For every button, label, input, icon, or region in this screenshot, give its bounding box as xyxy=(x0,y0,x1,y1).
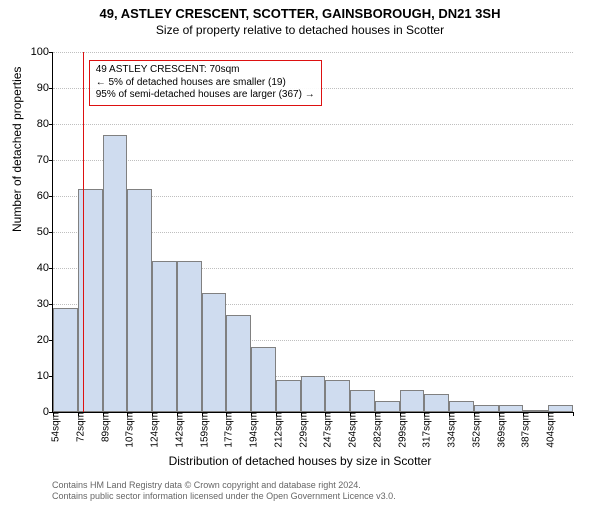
annotation-line2: ← 5% of detached houses are smaller (19) xyxy=(96,77,315,90)
xtick-label: 54sqm xyxy=(45,412,62,442)
ytick-label: 50 xyxy=(37,226,53,238)
plot-region: 010203040506070809010054sqm72sqm89sqm107… xyxy=(52,52,573,413)
histogram-bar xyxy=(424,394,449,412)
annotation-line1: 49 ASTLEY CRESCENT: 70sqm xyxy=(96,64,315,77)
xtick-label: 334sqm xyxy=(441,412,458,448)
ytick-label: 70 xyxy=(37,154,53,166)
ytick-label: 80 xyxy=(37,118,53,130)
ytick-label: 60 xyxy=(37,190,53,202)
chart-plot-area: 010203040506070809010054sqm72sqm89sqm107… xyxy=(52,52,572,412)
xtick-label: 369sqm xyxy=(490,412,507,448)
xtick-label: 124sqm xyxy=(144,412,161,448)
annotation-line3: 95% of semi-detached houses are larger (… xyxy=(96,89,315,102)
footer-line2: Contains public sector information licen… xyxy=(52,491,396,502)
histogram-bar xyxy=(127,189,152,412)
reference-line xyxy=(83,52,84,412)
gridline xyxy=(53,52,573,53)
xtick-label: 89sqm xyxy=(94,412,111,442)
xtick-label: 282sqm xyxy=(366,412,383,448)
histogram-bar xyxy=(53,308,78,412)
xtick-mark xyxy=(573,412,574,416)
xtick-label: 264sqm xyxy=(342,412,359,448)
histogram-bar xyxy=(276,380,301,412)
xtick-label: 229sqm xyxy=(292,412,309,448)
xtick-label: 404sqm xyxy=(540,412,557,448)
title-sub: Size of property relative to detached ho… xyxy=(0,23,600,37)
histogram-bar xyxy=(152,261,177,412)
footer-line1: Contains HM Land Registry data © Crown c… xyxy=(52,480,396,491)
ytick-label: 40 xyxy=(37,262,53,274)
histogram-bar xyxy=(400,390,425,412)
xtick-label: 72sqm xyxy=(69,412,86,442)
histogram-bar xyxy=(499,405,524,412)
xtick-label: 352sqm xyxy=(465,412,482,448)
histogram-bar xyxy=(449,401,474,412)
histogram-bar xyxy=(350,390,375,412)
xtick-label: 177sqm xyxy=(218,412,235,448)
xtick-label: 299sqm xyxy=(391,412,408,448)
gridline xyxy=(53,124,573,125)
ytick-label: 90 xyxy=(37,82,53,94)
xtick-label: 107sqm xyxy=(119,412,136,448)
ytick-label: 30 xyxy=(37,298,53,310)
histogram-bar xyxy=(548,405,573,412)
xtick-label: 387sqm xyxy=(515,412,532,448)
histogram-bar xyxy=(226,315,251,412)
xtick-label: 194sqm xyxy=(243,412,260,448)
histogram-bar xyxy=(103,135,128,412)
histogram-bar xyxy=(325,380,350,412)
histogram-bar xyxy=(78,189,103,412)
ytick-label: 100 xyxy=(31,46,53,58)
footer-attribution: Contains HM Land Registry data © Crown c… xyxy=(52,480,396,502)
xtick-label: 159sqm xyxy=(193,412,210,448)
histogram-bar xyxy=(177,261,202,412)
annotation-box: 49 ASTLEY CRESCENT: 70sqm← 5% of detache… xyxy=(89,60,322,106)
xtick-label: 247sqm xyxy=(317,412,334,448)
histogram-bar xyxy=(375,401,400,412)
title-main: 49, ASTLEY CRESCENT, SCOTTER, GAINSBOROU… xyxy=(0,6,600,21)
xtick-label: 212sqm xyxy=(267,412,284,448)
histogram-bar xyxy=(202,293,227,412)
y-axis-label: Number of detached properties xyxy=(10,67,24,232)
xtick-label: 142sqm xyxy=(168,412,185,448)
x-axis-label: Distribution of detached houses by size … xyxy=(0,454,600,468)
histogram-bar xyxy=(474,405,499,412)
histogram-bar xyxy=(301,376,326,412)
gridline xyxy=(53,160,573,161)
ytick-label: 20 xyxy=(37,334,53,346)
histogram-bar xyxy=(251,347,276,412)
ytick-label: 10 xyxy=(37,370,53,382)
xtick-label: 317sqm xyxy=(416,412,433,448)
